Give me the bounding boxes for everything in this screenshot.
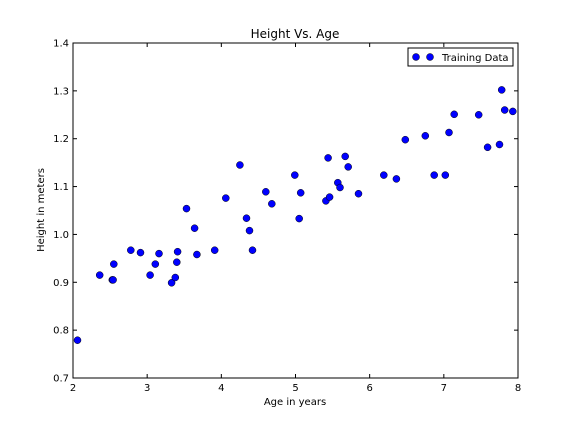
data-point (421, 132, 430, 140)
data-point (151, 260, 160, 268)
data-point (171, 273, 180, 282)
data-point (109, 276, 117, 284)
data-point (167, 279, 176, 287)
y-tick-label: 1.1 (53, 182, 69, 193)
data-point (110, 260, 118, 268)
data-point (95, 271, 104, 279)
data-point (210, 246, 219, 254)
data-point (236, 161, 244, 169)
data-point (483, 143, 492, 152)
x-axis-ticks: 2 3 4 5 6 7 8 (70, 43, 521, 394)
x-tick-label: 8 (515, 383, 521, 394)
x-tick-label: 6 (366, 383, 372, 394)
data-point (291, 171, 299, 179)
y-axis-label: Height in meters (36, 168, 47, 252)
x-tick-label: 7 (441, 383, 447, 394)
data-points (73, 86, 517, 344)
data-point (441, 171, 450, 179)
data-point (325, 193, 334, 201)
data-point (73, 336, 82, 344)
data-point (295, 214, 303, 223)
x-tick-label: 2 (70, 383, 76, 394)
legend: Training Data (407, 47, 514, 67)
data-point (262, 188, 270, 196)
x-tick-label: 3 (144, 383, 150, 394)
data-point (509, 107, 517, 116)
data-point (324, 154, 332, 162)
x-axis-label: Age in years (264, 397, 326, 408)
legend-marker (412, 53, 420, 61)
data-point (190, 224, 199, 232)
data-point (245, 226, 254, 235)
data-point (445, 128, 453, 137)
data-point (127, 246, 135, 254)
data-point (193, 250, 201, 259)
y-tick-label: 1.2 (53, 134, 69, 145)
data-point (380, 171, 388, 179)
plot-frame (72, 42, 519, 379)
data-point (242, 214, 251, 222)
data-point (474, 111, 483, 119)
y-tick-label: 1.3 (53, 86, 69, 97)
data-point (450, 110, 458, 119)
data-point (136, 248, 145, 257)
data-point (430, 171, 438, 179)
data-point (392, 175, 401, 183)
data-point (296, 189, 305, 197)
data-point (182, 204, 191, 213)
data-point (155, 249, 163, 258)
data-point (401, 135, 410, 144)
y-axis-ticks: 0.7 0.8 0.9 1.0 1.1 1.2 1.3 1.4 (53, 39, 518, 385)
data-point (248, 246, 257, 254)
x-tick-label: 5 (292, 383, 298, 394)
data-point (173, 247, 182, 256)
data-point (222, 194, 230, 202)
data-point (341, 152, 349, 161)
data-point (146, 271, 154, 279)
data-point (497, 86, 506, 94)
chart-title: Height Vs. Age (251, 27, 340, 41)
data-point (173, 258, 181, 266)
x-tick-label: 4 (218, 383, 224, 394)
y-tick-label: 0.7 (53, 374, 69, 385)
data-point (344, 163, 352, 171)
data-point (268, 200, 276, 208)
y-tick-label: 0.8 (53, 326, 69, 337)
y-tick-label: 1.0 (53, 230, 69, 241)
y-tick-label: 0.9 (53, 278, 69, 289)
data-point (354, 189, 363, 198)
data-point (495, 140, 504, 149)
legend-marker (426, 53, 434, 61)
y-tick-label: 1.4 (53, 39, 69, 50)
legend-label: Training Data (441, 53, 509, 64)
legend-box (407, 47, 514, 67)
data-point (336, 183, 344, 192)
data-point (500, 106, 509, 114)
